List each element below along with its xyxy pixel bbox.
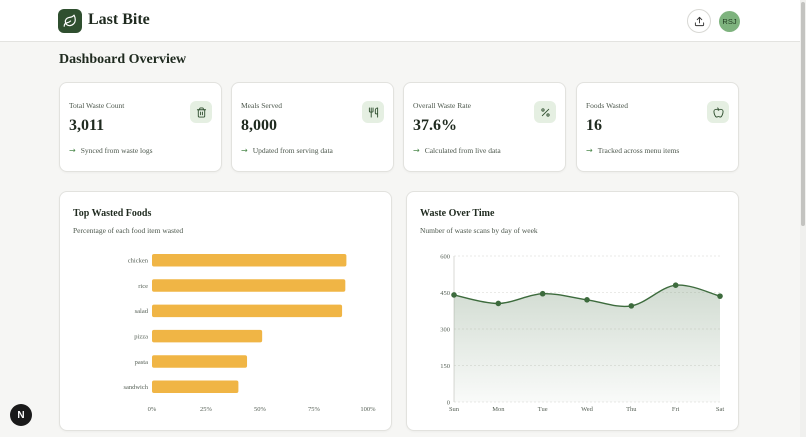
app-name[interactable]: Last Bite [88, 11, 150, 28]
bar [152, 329, 263, 343]
data-point [451, 292, 457, 298]
area-chart: 0 150 300 450 600 Sun Mon Tue Wed Thu Fri Sat [440, 253, 725, 413]
top-bar: Last Bite RSJ [0, 0, 800, 42]
stat-card-total-waste: Total Waste Count 3,011 → Synced from was… [59, 82, 222, 172]
stat-note: → Tracked across menu items [586, 146, 680, 155]
next-dev-badge[interactable]: N [10, 404, 32, 426]
stat-label: Total Waste Count [69, 101, 125, 110]
bar [152, 304, 343, 318]
chart-title: Waste Over Time [420, 208, 495, 219]
x-tick-label: 0% [148, 406, 157, 413]
top-wasted-foods-card: Top Wasted Foods Percentage of each food… [59, 191, 392, 431]
stat-note: → Calculated from live data [413, 146, 501, 155]
chart-title: Top Wasted Foods [73, 208, 152, 219]
page-title: Dashboard Overview [59, 52, 187, 67]
x-tick-label: 100% [360, 406, 376, 413]
x-tick-label: Wed [581, 406, 593, 413]
data-point [717, 293, 723, 299]
bar [152, 254, 347, 267]
stat-value: 37.6% [413, 117, 457, 134]
bar-label: sandwich [123, 384, 148, 391]
arrow-right-icon: → [69, 146, 76, 155]
stat-value: 8,000 [241, 117, 277, 134]
x-tick-label: 75% [308, 406, 321, 413]
data-point [584, 297, 590, 303]
leaf-logo-icon[interactable] [58, 9, 82, 33]
apple-icon [707, 101, 729, 123]
stat-label: Overall Waste Rate [413, 101, 471, 110]
stat-card-foods-wasted: Foods Wasted 16 → Tracked across menu ite… [576, 82, 739, 172]
data-point [672, 282, 679, 288]
x-tick-label: Mon [492, 406, 505, 413]
trash-icon [190, 101, 212, 123]
utensils-icon [362, 101, 384, 123]
waste-over-time-card: Waste Over Time Number of waste scans by… [406, 191, 739, 431]
bar-label: salad [135, 308, 149, 315]
arrow-right-icon: → [413, 146, 420, 155]
data-point [495, 300, 502, 307]
bar-chart: chicken rice salad pizza pasta sandwich 0% 25% 5… [123, 254, 376, 413]
stat-note: → Updated from serving data [241, 146, 333, 155]
scrollbar-thumb[interactable] [801, 2, 805, 226]
percent-icon [534, 101, 556, 123]
bar [152, 380, 239, 393]
upload-button[interactable] [687, 9, 711, 33]
y-tick-label: 450 [440, 290, 450, 297]
y-tick-label: 300 [440, 326, 450, 333]
x-tick-label: Tue [538, 406, 548, 413]
arrow-right-icon: → [586, 146, 593, 155]
arrow-right-icon: → [241, 146, 248, 155]
x-tick-label: 25% [200, 406, 213, 413]
y-tick-label: 0 [447, 399, 450, 406]
stat-label: Meals Served [241, 101, 283, 110]
x-tick-label: 50% [254, 406, 267, 413]
bar-label: rice [138, 283, 148, 290]
chart-subtitle: Percentage of each food item wasted [73, 226, 184, 235]
area-fill [454, 285, 720, 402]
upload-icon [694, 16, 704, 26]
x-tick-label: Sat [716, 406, 725, 413]
stat-value: 16 [586, 117, 602, 134]
bar [152, 355, 248, 368]
data-point [539, 290, 546, 297]
bar [152, 279, 346, 292]
x-tick-label: Fri [672, 406, 680, 413]
stat-label: Foods Wasted [586, 101, 628, 110]
y-tick-label: 600 [440, 253, 450, 260]
chart-subtitle: Number of waste scans by day of week [420, 226, 538, 235]
stat-card-waste-rate: Overall Waste Rate 37.6% → Calculated fro… [403, 82, 566, 172]
data-point [628, 303, 635, 309]
x-tick-label: Sun [449, 406, 460, 413]
y-tick-label: 150 [440, 363, 450, 370]
user-avatar[interactable]: RSJ [719, 11, 740, 32]
stat-value: 3,011 [69, 117, 105, 134]
stat-note: → Synced from waste logs [69, 146, 153, 155]
x-tick-label: Thu [626, 406, 637, 413]
bar-label: chicken [128, 258, 149, 265]
bar-label: pizza [134, 333, 148, 340]
stat-card-meals-served: Meals Served 8,000 → Updated from serving… [231, 82, 394, 172]
bar-label: pasta [135, 359, 148, 366]
